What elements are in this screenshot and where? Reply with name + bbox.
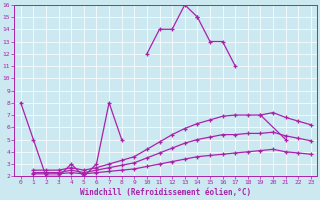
X-axis label: Windchill (Refroidissement éolien,°C): Windchill (Refroidissement éolien,°C)	[80, 188, 252, 197]
